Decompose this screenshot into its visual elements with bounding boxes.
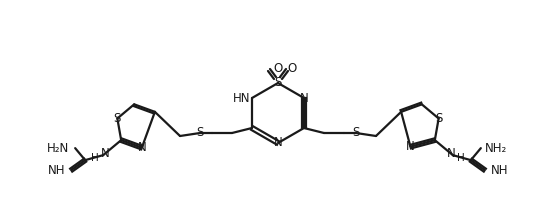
- Text: S: S: [353, 126, 360, 139]
- Text: H₂N: H₂N: [47, 142, 69, 155]
- Text: S: S: [274, 76, 282, 89]
- Text: S: S: [114, 112, 121, 125]
- Text: S: S: [196, 126, 204, 139]
- Text: O: O: [287, 62, 296, 75]
- Text: N: N: [138, 141, 146, 154]
- Text: NH₂: NH₂: [485, 142, 507, 155]
- Text: HN: HN: [233, 92, 250, 105]
- Text: NH: NH: [491, 164, 508, 177]
- Text: O: O: [273, 62, 283, 75]
- Text: N: N: [274, 136, 282, 150]
- Text: H: H: [457, 153, 465, 163]
- Text: N: N: [406, 140, 415, 153]
- Text: N: N: [447, 147, 455, 160]
- Text: S: S: [435, 112, 442, 125]
- Text: NH: NH: [48, 164, 65, 177]
- Text: N: N: [101, 147, 109, 160]
- Text: N: N: [300, 92, 309, 105]
- Text: H: H: [91, 153, 99, 163]
